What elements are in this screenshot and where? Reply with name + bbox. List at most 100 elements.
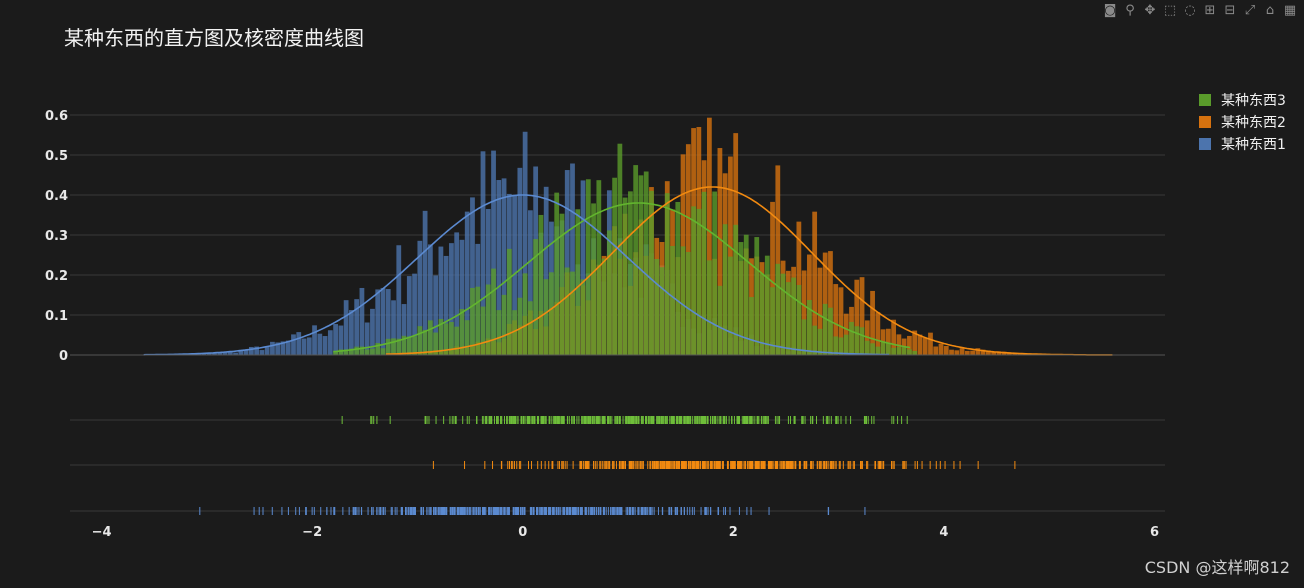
histogram-bar [706, 260, 712, 355]
histogram-bar [338, 325, 344, 355]
histogram-bar [696, 208, 702, 355]
histogram-bar [722, 224, 728, 355]
histogram-bar [480, 151, 486, 355]
histogram-bar [259, 350, 265, 355]
histogram-bar [743, 234, 749, 355]
histogram-bar [227, 350, 233, 355]
histogram-bar [243, 350, 249, 355]
x-tick-label: 6 [1150, 525, 1159, 540]
histogram-bar [986, 350, 991, 355]
histogram-bar [854, 279, 860, 355]
histogram-bar [485, 284, 491, 355]
y-tick-label: 0.2 [45, 269, 68, 284]
histogram-bar [212, 353, 217, 355]
histogram-bar [964, 350, 970, 355]
histogram-bar [559, 213, 565, 355]
histogram-bar [427, 320, 433, 355]
histogram-bar [585, 179, 591, 355]
histogram-bar [812, 325, 818, 355]
histogram-bar [843, 313, 849, 355]
histogram-bar [454, 326, 460, 355]
zoom-out-icon[interactable]: ⊟ [1224, 3, 1236, 18]
histogram-bar [685, 251, 691, 355]
histogram-bar [807, 300, 812, 355]
histogram-bar [817, 328, 823, 355]
histogram-bar [522, 273, 528, 355]
histogram-bar [633, 165, 639, 355]
home-icon[interactable]: ⌂ [1265, 3, 1275, 18]
histogram-bar [543, 279, 549, 355]
histogram-bar [449, 243, 454, 355]
histogram-bar [664, 193, 670, 355]
histogram-bar [833, 284, 839, 355]
histogram-bar [864, 340, 870, 355]
histogram-bar [922, 337, 928, 355]
histogram-bar [501, 294, 507, 355]
histogram-bar [638, 175, 644, 355]
histogram-bar [691, 206, 696, 355]
histogram-bar [254, 346, 260, 355]
y-tick-label: 0.5 [45, 149, 68, 164]
histogram-bar [449, 322, 454, 355]
histogram-bar [343, 349, 349, 355]
zoom-icon[interactable]: ⚲ [1125, 3, 1135, 18]
autoscale-icon[interactable]: ⤢ [1244, 3, 1256, 18]
histogram-bar [370, 308, 375, 355]
y-tick-label: 0.3 [45, 229, 68, 244]
histogram-bar [901, 346, 907, 355]
histogram-bar [617, 143, 623, 355]
legend-swatch [1199, 138, 1211, 150]
histogram-bar [685, 144, 691, 355]
histogram-bar [264, 346, 270, 355]
plotly-logo-icon[interactable]: ▦ [1283, 3, 1297, 18]
histogram-bar [764, 255, 770, 355]
camera-icon[interactable]: ◙ [1103, 3, 1117, 18]
histogram-bar [291, 334, 296, 355]
histogram-bar [996, 351, 1002, 355]
histogram-bar [391, 338, 396, 355]
histogram-bar [459, 239, 465, 355]
histogram-bar [849, 321, 854, 355]
histogram-bar [385, 338, 391, 355]
histogram-bar [775, 165, 781, 355]
kde-curve [143, 194, 890, 356]
histogram-bar [649, 190, 654, 355]
histogram-bar [354, 299, 360, 355]
histogram-bar [859, 327, 865, 355]
box-select-icon[interactable]: ⬚ [1163, 3, 1177, 18]
histogram-bar [570, 271, 575, 355]
histogram-bar [528, 301, 533, 355]
histogram-bar [680, 246, 686, 355]
pan-icon[interactable]: ✥ [1144, 3, 1156, 18]
histogram-bar [438, 246, 444, 355]
histogram-bar [375, 289, 381, 355]
histogram-bar [380, 287, 386, 355]
histogram-bar [891, 319, 897, 355]
histogram-bar [875, 312, 881, 355]
legend-swatch [1199, 116, 1211, 128]
y-tick-label: 0.6 [45, 109, 68, 124]
histogram-bar [938, 343, 944, 355]
histogram-bar [238, 349, 244, 355]
histogram-bar [654, 259, 660, 355]
x-tick-label: 2 [729, 525, 738, 540]
zoom-in-icon[interactable]: ⊞ [1204, 3, 1216, 18]
y-tick-label: 0 [59, 349, 68, 364]
histogram-bar [538, 214, 544, 355]
histogram-bar [280, 341, 286, 355]
histogram-bar [933, 346, 939, 355]
x-tick-label: 4 [939, 525, 948, 540]
lasso-icon[interactable]: ◌ [1184, 3, 1196, 18]
histogram-bar [301, 338, 307, 355]
histogram-bar [517, 297, 523, 355]
histogram-bar [854, 326, 860, 355]
histogram-bar [870, 343, 875, 355]
histogram-bar [954, 350, 960, 355]
histogram-bar [406, 336, 412, 355]
histogram-bar [896, 347, 902, 355]
histogram-bar [891, 347, 897, 355]
histogram-bar [733, 224, 739, 355]
histogram-bar [480, 306, 486, 355]
legend-swatch [1199, 94, 1211, 106]
